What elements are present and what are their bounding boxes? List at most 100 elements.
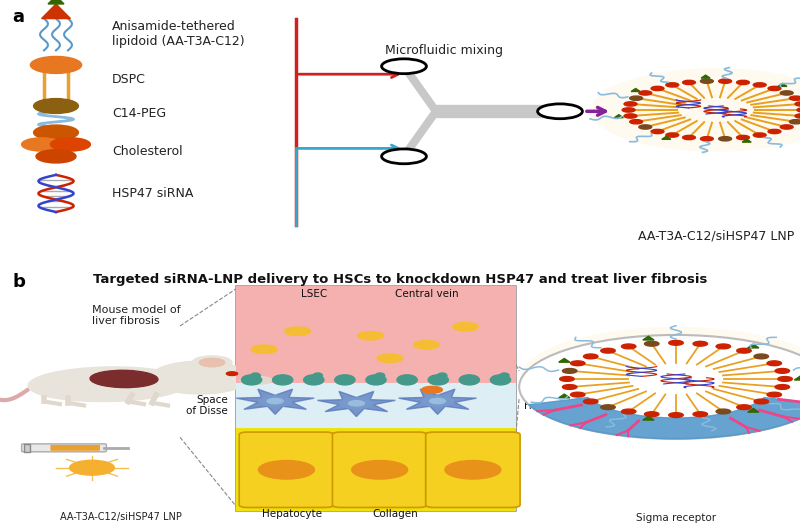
Text: AA-T3A-C12/siHSP47 LNP: AA-T3A-C12/siHSP47 LNP — [638, 229, 794, 242]
Circle shape — [666, 83, 678, 87]
Text: Central vein: Central vein — [394, 289, 458, 299]
Circle shape — [754, 399, 769, 404]
Circle shape — [767, 361, 782, 366]
Circle shape — [259, 396, 291, 407]
Circle shape — [34, 99, 78, 113]
Circle shape — [645, 412, 659, 417]
Text: Mouse model of
liver fibrosis: Mouse model of liver fibrosis — [92, 305, 181, 326]
Circle shape — [583, 354, 598, 359]
Circle shape — [601, 405, 615, 410]
FancyBboxPatch shape — [50, 445, 100, 450]
Circle shape — [378, 354, 403, 363]
Polygon shape — [398, 389, 477, 414]
Circle shape — [754, 83, 766, 87]
Circle shape — [445, 461, 501, 479]
Circle shape — [382, 149, 426, 164]
Circle shape — [780, 91, 793, 95]
Circle shape — [754, 354, 769, 359]
Text: AA-T3A-C12/siHSP47 LNP: AA-T3A-C12/siHSP47 LNP — [60, 512, 182, 522]
Circle shape — [267, 399, 283, 404]
Polygon shape — [742, 139, 751, 142]
Circle shape — [430, 399, 446, 404]
Polygon shape — [748, 344, 759, 348]
Circle shape — [669, 340, 683, 345]
FancyBboxPatch shape — [239, 432, 334, 508]
Ellipse shape — [242, 375, 262, 385]
Circle shape — [562, 385, 577, 390]
Circle shape — [382, 59, 426, 74]
FancyBboxPatch shape — [236, 286, 516, 383]
Ellipse shape — [334, 375, 355, 385]
Polygon shape — [748, 409, 759, 412]
FancyBboxPatch shape — [236, 383, 516, 428]
Circle shape — [639, 91, 652, 95]
Circle shape — [768, 86, 781, 91]
Circle shape — [693, 341, 707, 346]
Circle shape — [570, 392, 585, 397]
Circle shape — [258, 461, 314, 479]
Polygon shape — [236, 389, 314, 414]
Circle shape — [716, 344, 730, 349]
Ellipse shape — [304, 375, 324, 385]
Circle shape — [341, 398, 373, 409]
Circle shape — [192, 356, 232, 369]
Ellipse shape — [90, 370, 158, 387]
Circle shape — [251, 345, 277, 354]
Polygon shape — [642, 336, 654, 340]
Circle shape — [651, 129, 664, 134]
FancyBboxPatch shape — [236, 286, 516, 511]
Circle shape — [622, 344, 636, 349]
Circle shape — [795, 102, 800, 106]
FancyBboxPatch shape — [24, 444, 30, 452]
Text: Collagen: Collagen — [373, 509, 418, 519]
Ellipse shape — [313, 373, 322, 378]
Circle shape — [50, 138, 90, 151]
Circle shape — [422, 386, 442, 393]
Circle shape — [521, 328, 800, 430]
Polygon shape — [642, 417, 654, 420]
Text: C14-PEG: C14-PEG — [112, 108, 166, 120]
FancyBboxPatch shape — [236, 428, 516, 511]
Ellipse shape — [28, 367, 188, 402]
Polygon shape — [701, 75, 710, 78]
Text: LSEC: LSEC — [302, 289, 327, 299]
Circle shape — [422, 396, 454, 407]
Circle shape — [701, 79, 714, 83]
Circle shape — [560, 376, 574, 382]
Text: Hepatocyte: Hepatocyte — [262, 509, 322, 519]
Ellipse shape — [366, 375, 386, 385]
Polygon shape — [778, 83, 787, 86]
Circle shape — [352, 461, 408, 479]
Circle shape — [775, 385, 790, 390]
Ellipse shape — [438, 373, 447, 378]
Circle shape — [630, 96, 642, 100]
Circle shape — [349, 401, 365, 406]
Polygon shape — [614, 114, 623, 118]
Circle shape — [780, 125, 793, 129]
Circle shape — [737, 135, 750, 139]
Ellipse shape — [428, 375, 448, 385]
Circle shape — [36, 149, 76, 163]
Ellipse shape — [240, 376, 272, 384]
Polygon shape — [662, 136, 671, 139]
Ellipse shape — [375, 373, 385, 378]
Circle shape — [737, 81, 750, 85]
Text: Space
of Disse: Space of Disse — [186, 395, 228, 417]
Text: Cholesterol: Cholesterol — [112, 145, 182, 157]
FancyBboxPatch shape — [333, 432, 427, 508]
Polygon shape — [404, 60, 436, 117]
Polygon shape — [42, 4, 70, 19]
Circle shape — [701, 137, 714, 141]
Circle shape — [22, 138, 62, 151]
Circle shape — [538, 104, 582, 119]
Circle shape — [592, 69, 800, 151]
Ellipse shape — [273, 375, 293, 385]
Circle shape — [519, 335, 800, 439]
Circle shape — [645, 341, 659, 346]
Circle shape — [285, 327, 310, 335]
Ellipse shape — [459, 375, 479, 385]
FancyBboxPatch shape — [426, 432, 520, 508]
Circle shape — [767, 392, 782, 397]
Ellipse shape — [490, 375, 510, 385]
Circle shape — [583, 399, 598, 404]
